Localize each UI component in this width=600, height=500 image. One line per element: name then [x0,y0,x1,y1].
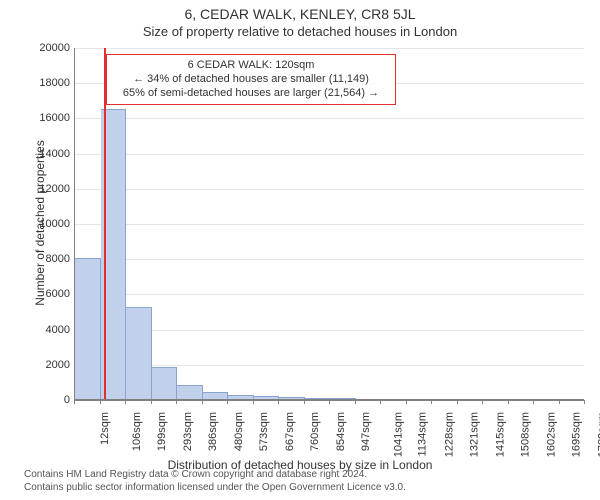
gridline-h [75,294,584,295]
x-tick-label: 199sqm [156,412,168,451]
callout-line: ← 34% of detached houses are smaller (11… [113,73,389,87]
x-tick-label: 106sqm [131,412,143,451]
x-tick [380,400,381,404]
x-tick [74,400,75,404]
y-tick-label: 6000 [46,288,70,300]
histogram-bar [75,258,101,399]
x-tick [508,400,509,404]
chart-container: { "title1": "6, CEDAR WALK, KENLEY, CR8 … [0,0,600,500]
x-tick [584,400,585,404]
x-tick-label: 573sqm [258,412,270,451]
x-tick-label: 1602sqm [545,412,557,457]
histogram-bar [330,398,356,399]
x-tick [482,400,483,404]
gridline-h [75,189,584,190]
y-tick-label: 4000 [46,324,70,336]
x-tick-label: 1134sqm [416,412,428,456]
histogram-bar [203,392,228,399]
x-tick [202,400,203,404]
x-tick-label: 1789sqm [596,412,600,457]
histogram-bar [152,367,177,399]
x-tick-label: 854sqm [335,412,347,451]
x-tick [559,400,560,404]
x-tick [278,400,279,404]
x-tick-label: 293sqm [182,412,194,451]
x-tick [304,400,305,404]
histogram-bar [228,395,254,399]
x-tick-label: 1228sqm [443,412,455,457]
x-tick [457,400,458,404]
histogram-bar [279,397,305,399]
x-tick [533,400,534,404]
x-tick [431,400,432,404]
footer-line-1: Contains HM Land Registry data © Crown c… [24,469,406,482]
x-tick [151,400,152,404]
x-tick [125,400,126,404]
x-tick-label: 1415sqm [494,412,506,457]
x-tick-label: 1695sqm [570,412,582,457]
y-tick-label: 14000 [39,148,70,160]
x-tick-label: 1508sqm [519,412,531,457]
x-tick-label: 1041sqm [392,412,404,457]
x-tick [100,400,101,404]
x-tick-label: 386sqm [207,412,219,451]
x-tick [176,400,177,404]
x-tick-label: 947sqm [360,412,372,451]
gridline-h [75,48,584,49]
x-tick [253,400,254,404]
footer-line-2: Contains public sector information licen… [24,482,406,495]
x-tick-label: 12sqm [99,412,111,445]
x-tick [406,400,407,404]
callout-line: 65% of semi-detached houses are larger (… [113,87,389,101]
y-tick-label: 8000 [46,253,70,265]
x-tick-label: 480sqm [233,412,245,451]
histogram-bar [254,396,279,399]
callout-line: 6 CEDAR WALK: 120sqm [113,59,389,73]
chart-address-title: 6, CEDAR WALK, KENLEY, CR8 5JL [0,6,600,22]
gridline-h [75,118,584,119]
y-tick-label: 10000 [39,218,70,230]
gridline-h [75,224,584,225]
y-tick-label: 16000 [39,112,70,124]
gridline-h [75,154,584,155]
x-tick-label: 760sqm [309,412,321,451]
chart-subtitle: Size of property relative to detached ho… [0,24,600,39]
property-callout: 6 CEDAR WALK: 120sqm← 34% of detached ho… [106,54,396,105]
x-tick [227,400,228,404]
gridline-h [75,259,584,260]
y-tick-label: 12000 [39,183,70,195]
y-tick-label: 20000 [39,42,70,54]
y-tick-label: 18000 [39,77,70,89]
x-tick [355,400,356,404]
histogram-bar [126,307,152,399]
attribution-footer: Contains HM Land Registry data © Crown c… [24,469,406,494]
y-tick-label: 2000 [46,359,70,371]
histogram-bar [177,385,203,399]
x-tick-label: 667sqm [284,412,296,451]
x-tick-label: 1321sqm [468,412,480,457]
histogram-bar [305,398,330,399]
x-tick [329,400,330,404]
y-tick-label: 0 [64,394,70,406]
